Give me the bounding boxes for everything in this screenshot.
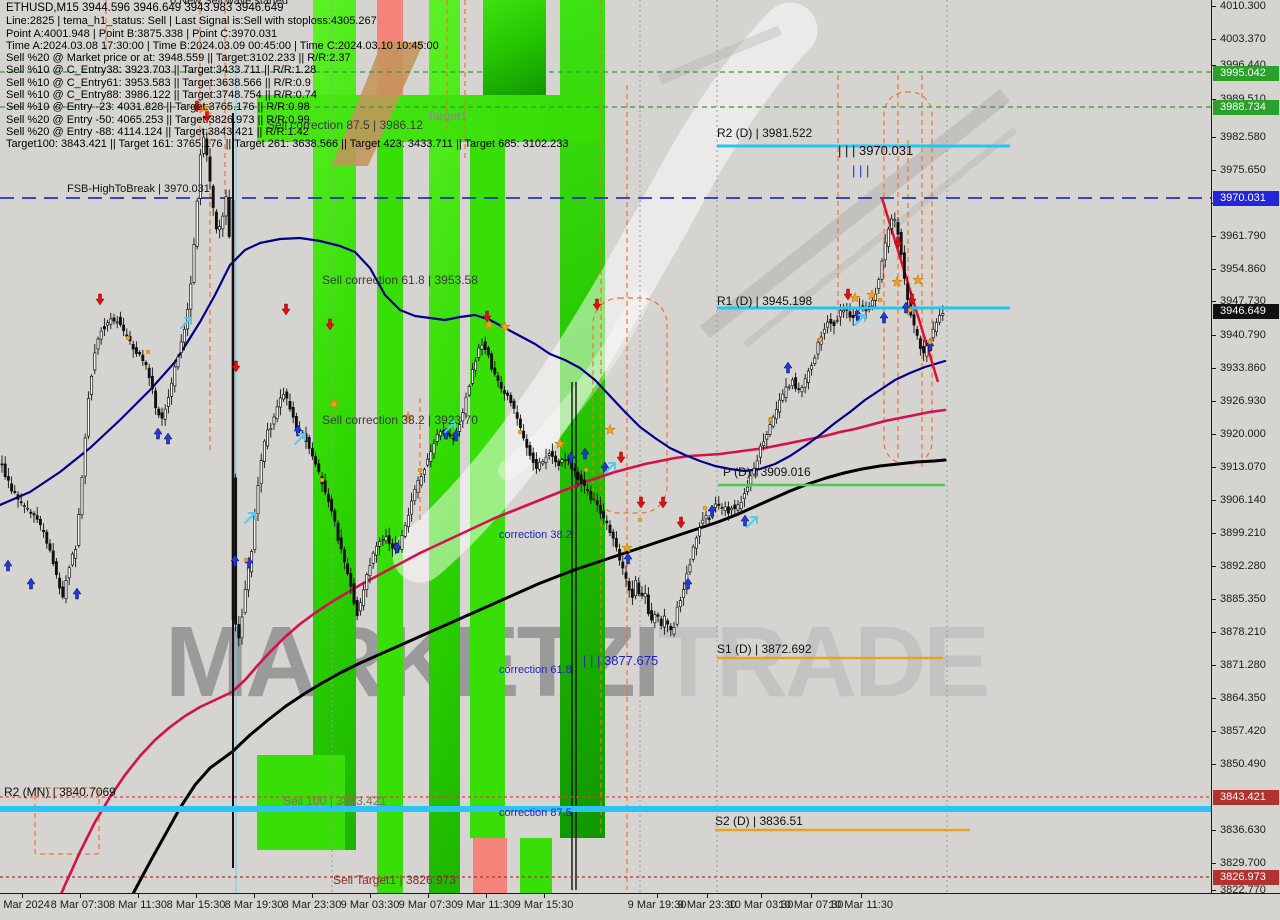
time-tick-mark [486,894,487,898]
price-level-badge: 3995.042 [1213,65,1279,81]
price-axis[interactable]: 4010.3004003.3703996.4403989.5103982.580… [1211,0,1280,896]
sell-zone [473,838,507,893]
time-tick-mark [761,894,762,898]
time-tick-label: 8 Mar 2024 [0,899,50,911]
time-tick-label: 8 Mar 07:30 [50,899,110,911]
price-level-badge: 3988.734 [1213,99,1279,115]
time-tick-mark [428,894,429,898]
time-tick-label: 9 Mar 03:30 [340,899,400,911]
price-level-badge: 3970.031 [1213,190,1279,206]
time-tick-label: 8 Mar 23:30 [282,899,342,911]
price-level-badge: 3826.973 [1213,869,1279,885]
watermark-swoosh [332,2,1018,583]
time-tick-mark [196,894,197,898]
time-tick-mark [370,894,371,898]
time-tick-mark [657,894,658,898]
time-tick-label: 10 Mar 03:30 [728,899,794,911]
time-tick-mark [138,894,139,898]
time-tick-mark [544,894,545,898]
trade-markers [3,100,935,600]
time-tick-label: 10 Mar 11:30 [828,899,894,911]
buy-zone [257,755,345,850]
buy-zone [483,0,546,95]
time-tick-label: 9 Mar 19:30 [627,899,687,911]
time-tick-label: 8 Mar 11:30 [109,899,167,911]
watermark-right: TRADE [657,606,990,718]
time-tick-label: 9 Mar 15:30 [514,899,574,911]
time-tick-mark [811,894,812,898]
buy-zone [377,95,403,893]
time-tick-mark [861,894,862,898]
time-tick-mark [707,894,708,898]
price-level-badge: 3946.649 [1213,303,1279,319]
signal-zones-layer [257,0,605,893]
pivot-lines [0,144,1211,832]
time-tick-label: 10 Mar 07:30 [778,899,844,911]
price-level-badge: 3843.421 [1213,789,1279,805]
time-tick-label: 9 Mar 23:30 [677,899,737,911]
time-tick-label: 8 Mar 19:30 [224,899,284,911]
buy-zone [257,95,602,142]
time-tick-label: 9 Mar 07:30 [398,899,458,911]
time-tick-label: 9 Mar 11:30 [457,899,515,911]
time-tick-mark [22,894,23,898]
grid-and-levels [0,0,1211,893]
time-tick-mark [80,894,81,898]
time-tick-mark [312,894,313,898]
time-tick-mark [254,894,255,898]
time-tick-label: 8 Mar 15:30 [166,899,226,911]
buy-zone [520,838,552,893]
